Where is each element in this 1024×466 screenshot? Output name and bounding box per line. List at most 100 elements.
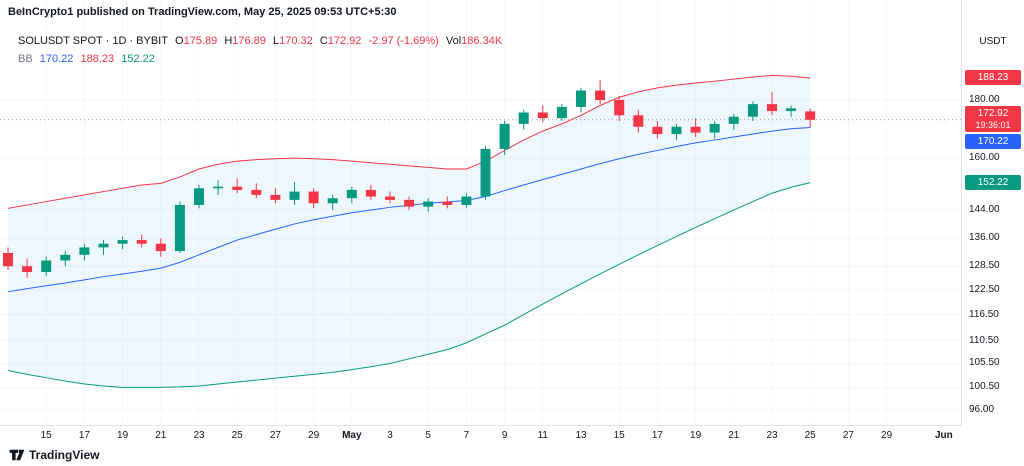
time-tick-label: 23 — [766, 430, 778, 441]
candle-body — [537, 112, 548, 119]
candle-body — [22, 266, 33, 272]
footer: TradingView — [0, 445, 1024, 466]
candle-body — [404, 199, 415, 207]
time-tick-label: 11 — [537, 430, 548, 441]
price-axis[interactable]: USDT 180.00 160.00 144.00 136.00 128.50 122.5… — [961, 0, 1024, 425]
candle-body — [690, 126, 701, 133]
price-tick-label: 122.50 — [969, 283, 1000, 295]
price-badge-last-price: 172.92 19:36:01 — [965, 106, 1021, 133]
time-tick-label: Jun — [935, 430, 953, 441]
candle-body — [327, 198, 338, 204]
time-tick-label: 15 — [613, 430, 625, 441]
candle-body — [767, 104, 777, 112]
candle-body — [728, 116, 739, 124]
candle-body — [117, 240, 128, 244]
candle-body — [251, 189, 262, 195]
time-tick-label: 29 — [308, 430, 320, 441]
bb-upper-value: 188.23 — [80, 53, 115, 65]
symbol-title[interactable]: SOLUSDT SPOT · 1D · BYBIT — [18, 35, 168, 47]
candle-body — [499, 123, 510, 149]
price-tick-label: 96.00 — [969, 404, 995, 415]
candle-body — [747, 104, 758, 117]
price-tick-label: 105.50 — [969, 357, 1000, 369]
time-tick-label: 23 — [193, 430, 205, 441]
candle-body — [41, 260, 52, 272]
candle-body — [671, 126, 682, 135]
time-tick-label: 25 — [231, 430, 243, 441]
candle-body — [289, 191, 300, 200]
price-badge-bb-upper: 188.23 — [965, 70, 1021, 86]
candle-body — [270, 194, 281, 200]
time-tick-label: 25 — [804, 430, 816, 441]
time-axis[interactable]: 15 17 19 21 23 25 27 29 May 3 5 7 9 11 13 15 17 19 21 23 25 2… — [0, 425, 962, 445]
price-tick-label: 116.50 — [969, 308, 999, 320]
bb-middle-value: 170.22 — [39, 53, 74, 65]
candle-body — [442, 201, 453, 205]
price-axis-currency: USDT — [979, 36, 1007, 47]
candlestick-chart[interactable] — [0, 0, 962, 425]
volume: Vol186.34K — [445, 35, 503, 47]
time-tick-label: 5 — [425, 430, 431, 441]
time-tick-label: 21 — [728, 430, 740, 441]
candle-body — [461, 196, 472, 205]
symbol-legend-row: SOLUSDT SPOT · 1D · BYBIT O175.89 H176.8… — [18, 32, 506, 50]
time-tick-label: 17 — [651, 430, 663, 441]
candle-body — [232, 186, 243, 190]
candle-body — [194, 188, 204, 205]
time-tick-label: 15 — [40, 430, 52, 441]
candle-body — [556, 106, 567, 119]
price-tick-label: 100.50 — [969, 381, 1000, 393]
chart-legend: SOLUSDT SPOT · 1D · BYBIT O175.89 H176.8… — [18, 32, 506, 68]
price-tick-label: 160.00 — [969, 152, 1000, 164]
bollinger-fill — [8, 75, 811, 388]
bb-lower-line — [7, 182, 811, 388]
price-tick-label: 136.00 — [969, 232, 1000, 244]
candle-body — [805, 111, 816, 120]
candle-body — [3, 252, 13, 267]
candle-body — [786, 108, 797, 112]
candle-body — [60, 254, 71, 261]
price-tick-label: 110.50 — [969, 334, 999, 346]
price-tick-label: 144.00 — [969, 204, 1000, 216]
candle-body — [614, 100, 625, 116]
time-tick-label: 7 — [463, 430, 470, 441]
ohlc-close: C172.92 — [319, 35, 362, 47]
candle-body — [308, 191, 319, 204]
chart-canvas[interactable] — [0, 0, 962, 425]
time-tick-label: 19 — [117, 430, 129, 441]
attribution-text: BeInCrypto1 published on TradingView.com… — [8, 6, 397, 18]
time-tick-label: 3 — [387, 430, 393, 441]
candle-body — [633, 115, 644, 127]
ohlc-low: L170.32 — [272, 35, 313, 47]
candle-body — [79, 247, 90, 255]
price-badge-bb-lower: 152.22 — [965, 175, 1021, 191]
candle-body — [385, 196, 395, 200]
price-tick-label: 128.50 — [969, 260, 1000, 272]
time-tick-label: 17 — [78, 430, 90, 441]
candle-body — [518, 112, 529, 124]
time-tick-label: 9 — [501, 430, 508, 441]
candle-body — [576, 90, 586, 107]
time-tick-label: 27 — [269, 430, 281, 441]
time-tick-label: 13 — [575, 430, 587, 441]
candle-body — [480, 148, 491, 197]
bb-upper-line — [7, 74, 811, 209]
price-badge-bb-middle: 170.22 — [965, 134, 1021, 150]
time-tick-label: 21 — [155, 430, 167, 441]
candle-body — [136, 240, 147, 244]
candle-body — [98, 243, 109, 248]
ohlc-high: H176.89 — [224, 35, 266, 47]
bb-lower-value: 152.22 — [121, 53, 155, 65]
time-tick-label: 27 — [842, 430, 854, 441]
tradingview-logo[interactable]: TradingView — [9, 448, 99, 462]
bb-indicator-label[interactable]: BB — [18, 53, 33, 65]
time-tick-label: May — [342, 430, 362, 441]
candle-body — [595, 90, 606, 101]
candle-body — [709, 123, 720, 133]
price-tick-label: 180.00 — [969, 94, 1000, 105]
bb-legend-row: BB 170.22 188.23 152.22 — [18, 50, 506, 68]
time-tick-label: 29 — [881, 430, 893, 441]
tradingview-logo-icon — [9, 449, 25, 461]
candle-body — [652, 126, 663, 135]
